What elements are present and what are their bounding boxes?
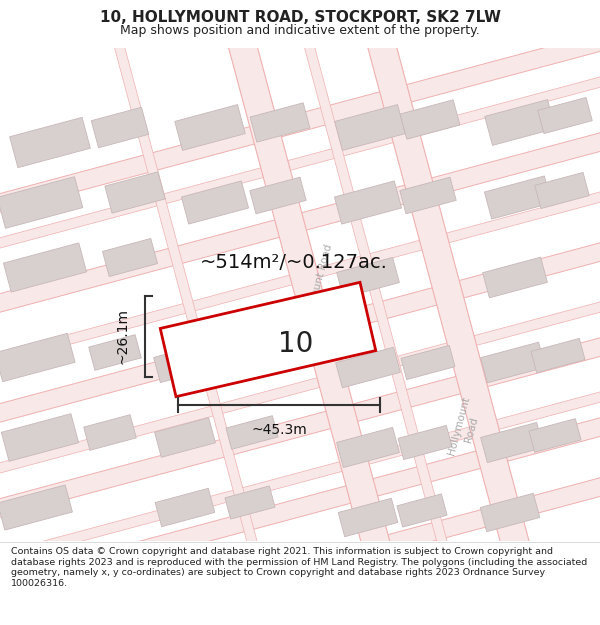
Polygon shape — [535, 173, 589, 209]
Polygon shape — [0, 54, 600, 271]
Text: ~45.3m: ~45.3m — [251, 424, 307, 438]
Polygon shape — [0, 279, 600, 496]
Polygon shape — [482, 257, 547, 298]
Polygon shape — [181, 181, 248, 224]
Polygon shape — [400, 177, 456, 214]
Polygon shape — [175, 104, 245, 151]
Polygon shape — [155, 418, 215, 457]
Polygon shape — [0, 485, 73, 530]
Polygon shape — [334, 181, 401, 224]
Polygon shape — [225, 486, 275, 519]
Polygon shape — [481, 422, 544, 462]
Polygon shape — [154, 342, 217, 382]
Text: Hollymount Road: Hollymount Road — [302, 243, 334, 332]
Polygon shape — [480, 493, 540, 532]
Polygon shape — [0, 455, 600, 625]
Polygon shape — [193, 0, 427, 625]
Polygon shape — [398, 426, 452, 459]
Polygon shape — [0, 369, 600, 586]
Polygon shape — [160, 282, 376, 397]
Polygon shape — [0, 110, 600, 335]
Polygon shape — [228, 341, 282, 374]
Polygon shape — [10, 118, 91, 168]
Polygon shape — [1, 414, 79, 461]
Polygon shape — [538, 98, 592, 134]
Text: 10: 10 — [278, 331, 314, 359]
Polygon shape — [0, 333, 75, 382]
Polygon shape — [0, 10, 600, 235]
Polygon shape — [155, 488, 215, 527]
Polygon shape — [0, 315, 600, 540]
Polygon shape — [337, 258, 400, 298]
Polygon shape — [397, 494, 447, 527]
Polygon shape — [250, 177, 306, 214]
Polygon shape — [105, 172, 165, 213]
Text: Map shows position and indicative extent of the property.: Map shows position and indicative extent… — [120, 24, 480, 37]
Polygon shape — [0, 395, 600, 620]
Polygon shape — [0, 169, 600, 386]
Polygon shape — [103, 239, 158, 276]
Polygon shape — [531, 338, 585, 372]
Polygon shape — [335, 347, 400, 388]
Polygon shape — [400, 100, 460, 139]
Polygon shape — [485, 99, 555, 146]
Text: Hollymount
Road: Hollymount Road — [446, 396, 484, 459]
Polygon shape — [250, 103, 310, 142]
Text: ~26.1m: ~26.1m — [116, 309, 130, 364]
Polygon shape — [401, 346, 455, 379]
Polygon shape — [335, 104, 405, 151]
Text: 10, HOLLYMOUNT ROAD, STOCKPORT, SK2 7LW: 10, HOLLYMOUNT ROAD, STOCKPORT, SK2 7LW — [100, 11, 500, 26]
Text: ~514m²/~0.127ac.: ~514m²/~0.127ac. — [200, 253, 388, 272]
Polygon shape — [0, 220, 600, 445]
Polygon shape — [89, 335, 141, 370]
Polygon shape — [226, 416, 278, 449]
Polygon shape — [481, 342, 545, 383]
Polygon shape — [529, 419, 581, 452]
Polygon shape — [4, 243, 86, 292]
Polygon shape — [337, 428, 400, 468]
Polygon shape — [295, 8, 485, 625]
Polygon shape — [338, 498, 398, 537]
Polygon shape — [343, 0, 577, 625]
Polygon shape — [84, 415, 136, 450]
Text: Contains OS data © Crown copyright and database right 2021. This information is : Contains OS data © Crown copyright and d… — [11, 548, 587, 588]
Polygon shape — [484, 176, 551, 219]
Polygon shape — [104, 8, 295, 625]
Polygon shape — [0, 177, 83, 228]
Polygon shape — [91, 107, 149, 148]
